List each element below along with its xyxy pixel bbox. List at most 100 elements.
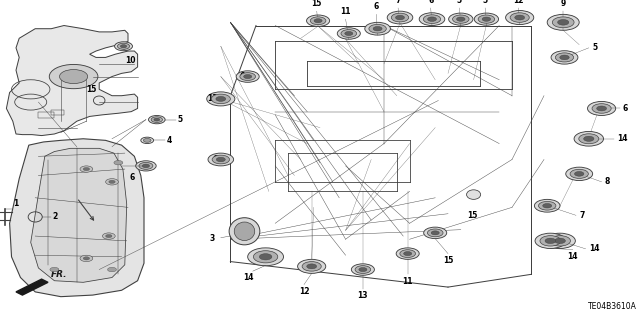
Polygon shape — [10, 139, 144, 297]
Circle shape — [396, 248, 419, 259]
Text: 13: 13 — [358, 291, 368, 300]
Bar — [51, 110, 64, 115]
Text: 15: 15 — [86, 85, 97, 94]
Circle shape — [212, 155, 230, 164]
Circle shape — [151, 117, 163, 122]
Circle shape — [545, 238, 556, 243]
Circle shape — [345, 32, 353, 35]
Circle shape — [216, 96, 226, 101]
Text: 5: 5 — [483, 0, 488, 5]
Circle shape — [109, 180, 115, 183]
Text: 4: 4 — [166, 136, 172, 145]
Circle shape — [365, 22, 390, 35]
Circle shape — [115, 42, 132, 51]
Circle shape — [351, 264, 374, 275]
Circle shape — [207, 92, 235, 106]
Circle shape — [575, 172, 584, 176]
Circle shape — [560, 55, 569, 60]
Text: 5: 5 — [457, 0, 462, 5]
Circle shape — [550, 236, 570, 246]
Circle shape — [478, 15, 495, 23]
Circle shape — [570, 169, 588, 178]
Circle shape — [102, 233, 115, 239]
Text: TE04B3610A: TE04B3610A — [588, 302, 637, 311]
Ellipse shape — [467, 190, 481, 199]
Circle shape — [248, 248, 284, 266]
Circle shape — [259, 254, 272, 260]
Circle shape — [83, 257, 90, 260]
Circle shape — [80, 255, 93, 262]
Text: 6: 6 — [129, 173, 134, 182]
Circle shape — [404, 252, 412, 256]
Circle shape — [120, 45, 127, 48]
Circle shape — [474, 13, 499, 25]
Circle shape — [80, 166, 93, 172]
Text: 6: 6 — [212, 155, 218, 164]
Circle shape — [557, 19, 569, 25]
Circle shape — [584, 136, 594, 141]
Circle shape — [314, 19, 322, 23]
Text: 14: 14 — [589, 244, 599, 253]
Circle shape — [543, 204, 552, 208]
Circle shape — [452, 15, 469, 23]
Circle shape — [302, 262, 321, 271]
Circle shape — [419, 13, 445, 26]
Text: 14: 14 — [243, 273, 253, 282]
Circle shape — [391, 13, 409, 22]
Text: 12: 12 — [207, 94, 218, 103]
Circle shape — [592, 104, 611, 113]
Circle shape — [387, 11, 413, 24]
Circle shape — [341, 30, 356, 37]
Text: 15: 15 — [467, 211, 477, 219]
Text: 10: 10 — [125, 56, 135, 65]
Text: 12: 12 — [299, 287, 309, 296]
Text: 14: 14 — [568, 252, 578, 261]
Circle shape — [154, 118, 160, 121]
Circle shape — [83, 167, 90, 171]
Circle shape — [515, 15, 525, 20]
Text: 5: 5 — [177, 115, 182, 124]
Text: 2: 2 — [52, 212, 58, 221]
Text: 3: 3 — [209, 234, 214, 243]
Text: FR.: FR. — [51, 270, 68, 279]
Polygon shape — [16, 279, 48, 295]
Circle shape — [566, 167, 593, 181]
Circle shape — [208, 153, 234, 166]
Text: 1: 1 — [13, 199, 18, 208]
Circle shape — [117, 43, 130, 49]
Text: 6: 6 — [239, 72, 244, 81]
Circle shape — [449, 13, 473, 25]
Circle shape — [588, 101, 616, 115]
Text: 9: 9 — [561, 0, 566, 8]
Text: 15: 15 — [312, 0, 322, 8]
Circle shape — [253, 251, 278, 263]
Circle shape — [50, 267, 59, 272]
Text: 6: 6 — [428, 0, 433, 5]
Circle shape — [108, 267, 116, 272]
Circle shape — [359, 268, 367, 271]
Circle shape — [556, 53, 573, 62]
Circle shape — [423, 15, 441, 24]
Circle shape — [310, 17, 326, 25]
Circle shape — [373, 26, 382, 31]
Circle shape — [143, 138, 151, 142]
Circle shape — [551, 51, 578, 64]
Circle shape — [552, 17, 574, 28]
Circle shape — [510, 13, 529, 22]
Text: 11: 11 — [340, 7, 351, 16]
Circle shape — [428, 229, 443, 237]
Circle shape — [211, 94, 230, 104]
Text: 12: 12 — [513, 0, 524, 5]
Ellipse shape — [234, 222, 255, 241]
Circle shape — [139, 162, 153, 169]
Circle shape — [545, 233, 575, 249]
Circle shape — [136, 161, 156, 171]
Circle shape — [574, 131, 604, 146]
Circle shape — [298, 259, 326, 273]
Bar — [38, 112, 54, 118]
Circle shape — [579, 134, 599, 144]
Text: 6: 6 — [374, 2, 379, 11]
Circle shape — [337, 28, 360, 39]
Circle shape — [216, 157, 225, 162]
Circle shape — [538, 201, 556, 210]
